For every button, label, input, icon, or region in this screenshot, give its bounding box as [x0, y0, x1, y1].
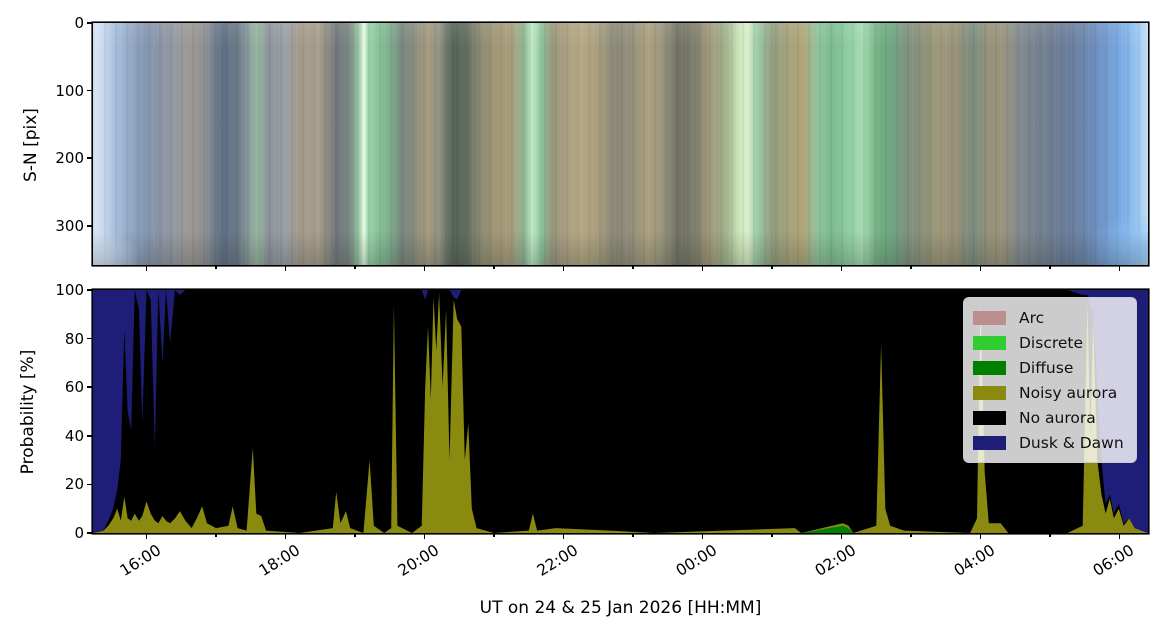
- x-major-tick: [145, 265, 148, 271]
- keogram-image: [93, 23, 1148, 265]
- x-minor-tick: [632, 533, 634, 537]
- legend-swatch-icon: [973, 360, 1006, 375]
- x-minor-tick: [771, 533, 773, 537]
- x-major-tick: [1118, 533, 1121, 539]
- probability-y-tick-label: 60: [64, 378, 84, 397]
- legend-row: Discrete: [973, 330, 1126, 355]
- x-minor-tick: [910, 533, 912, 537]
- x-tick-label: 16:00: [116, 541, 165, 580]
- legend-label: Arc: [1019, 308, 1045, 327]
- legend-row: Arc: [973, 305, 1126, 330]
- x-major-tick: [840, 265, 843, 271]
- probability-y-tick: [87, 337, 93, 340]
- keogram-y-tick-label: 300: [55, 216, 84, 235]
- probability-y-tick-label: 0: [74, 524, 84, 542]
- legend-row: Diffuse: [973, 355, 1126, 380]
- x-tick-label: 04:00: [950, 541, 999, 580]
- x-major-tick: [979, 533, 982, 539]
- x-major-tick: [701, 533, 704, 539]
- keogram-y-tick-label: 200: [55, 149, 84, 168]
- x-major-tick: [701, 265, 704, 271]
- x-minor-tick: [493, 265, 495, 269]
- keogram-y-tick-label: 0: [74, 14, 84, 32]
- x-major-tick: [562, 265, 565, 271]
- x-minor-tick: [1049, 265, 1051, 269]
- x-major-tick: [979, 265, 982, 271]
- legend-label: No aurora: [1019, 408, 1096, 427]
- x-major-tick: [284, 533, 287, 539]
- probability-y-tick-label: 80: [64, 329, 84, 348]
- x-minor-tick: [1049, 533, 1051, 537]
- x-tick-label: 06:00: [1089, 541, 1138, 580]
- legend-swatch-icon: [973, 435, 1006, 450]
- probability-panel: Arc Discrete Diffuse Noisy aurora No aurora D…: [93, 290, 1148, 533]
- x-minor-tick: [493, 533, 495, 537]
- x-major-tick: [423, 265, 426, 271]
- probability-y-tick: [87, 289, 93, 291]
- x-tick-label: 02:00: [811, 541, 860, 580]
- probability-y-tick-label: 40: [64, 426, 84, 445]
- x-minor-tick: [354, 265, 356, 269]
- keogram-y-tick: [87, 89, 93, 92]
- x-minor-tick: [910, 265, 912, 269]
- x-major-tick: [423, 533, 426, 539]
- keogram-y-tick: [87, 157, 93, 159]
- x-major-tick: [562, 533, 565, 539]
- legend-label: Noisy aurora: [1019, 383, 1118, 402]
- legend-label: Dusk & Dawn: [1019, 433, 1124, 452]
- keogram-y-tick: [87, 22, 93, 24]
- legend-row: No aurora: [973, 405, 1126, 430]
- x-tick-label: 22:00: [533, 541, 582, 580]
- x-minor-tick: [632, 265, 634, 269]
- probability-plot-svg: [93, 290, 1148, 533]
- x-tick-label: 20:00: [394, 541, 443, 580]
- keogram-y-tick: [87, 225, 93, 227]
- probability-y-tick-label: 20: [64, 475, 84, 494]
- keogram-y-axis-label: S-N [pix]: [21, 108, 41, 182]
- x-major-tick: [284, 265, 287, 271]
- x-major-tick: [840, 533, 843, 539]
- legend-swatch-icon: [973, 385, 1006, 400]
- legend-swatch-icon: [973, 410, 1006, 425]
- x-axis-label: UT on 24 & 25 Jan 2026 [HH:MM]: [479, 598, 762, 618]
- probability-y-tick: [87, 386, 93, 388]
- legend-swatch-icon: [973, 335, 1006, 350]
- probability-y-axis-label: Probability [%]: [18, 349, 38, 475]
- x-minor-tick: [771, 265, 773, 269]
- probability-y-tick-label: 100: [55, 281, 84, 299]
- x-major-tick: [1118, 265, 1121, 271]
- keogram-y-tick-label: 100: [55, 81, 84, 100]
- legend-row: Noisy aurora: [973, 380, 1126, 405]
- area-noisy-aurora: [93, 292, 1148, 533]
- probability-y-tick: [87, 532, 93, 534]
- x-tick-label: 18:00: [255, 541, 304, 580]
- x-minor-tick: [354, 533, 356, 537]
- legend-label: Discrete: [1019, 333, 1084, 352]
- probability-y-tick: [87, 435, 93, 437]
- x-minor-tick: [215, 265, 217, 269]
- probability-y-tick: [87, 483, 93, 486]
- legend-swatch-icon: [973, 310, 1006, 325]
- x-tick-label: 00:00: [672, 541, 721, 580]
- keogram-panel: [93, 23, 1148, 265]
- legend: Arc Discrete Diffuse Noisy aurora No aurora D…: [963, 297, 1137, 463]
- x-minor-tick: [215, 533, 217, 537]
- legend-label: Diffuse: [1019, 358, 1074, 377]
- legend-row: Dusk & Dawn: [973, 430, 1126, 455]
- x-major-tick: [145, 533, 148, 539]
